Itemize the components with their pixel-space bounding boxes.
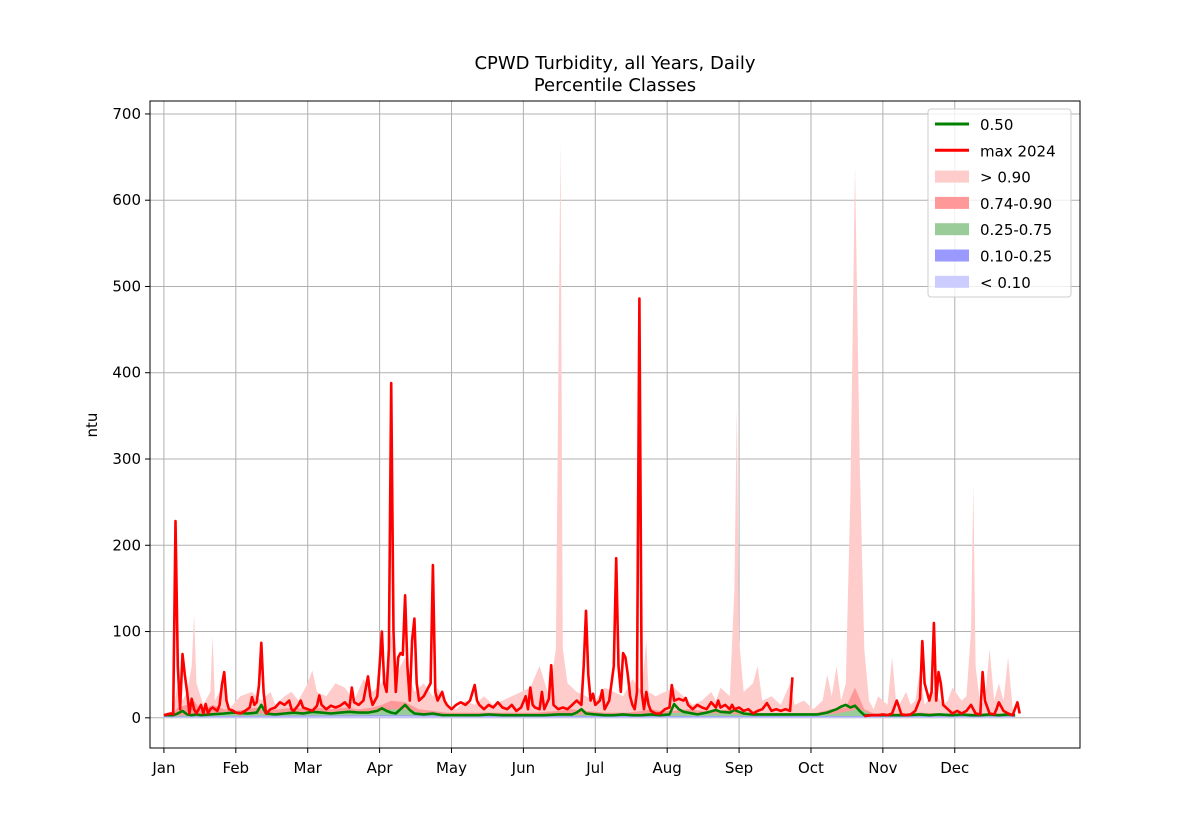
legend-swatch: [935, 196, 969, 209]
legend-label: 0.74-0.90: [980, 195, 1052, 213]
y-tick-label: 100: [112, 623, 141, 641]
legend-label: 0.10-0.25: [980, 248, 1052, 266]
legend: 0.50 max 2024 > 0.90 0.74-0.90 0.25-0.75 0.10…: [927, 108, 1072, 298]
chart-subtitle: Percentile Classes: [534, 75, 696, 96]
y-tick-label: 500: [112, 277, 141, 295]
x-tick-label: Mar: [294, 759, 323, 777]
y-axis-label: ntu: [83, 413, 101, 438]
legend-swatch: [935, 275, 969, 288]
y-tick-label: 200: [112, 536, 141, 554]
legend-label: < 0.10: [980, 274, 1031, 292]
x-tick-label: Apr: [367, 759, 394, 777]
legend-label: 0.50: [980, 116, 1013, 134]
x-tick-label: Nov: [868, 759, 897, 777]
chart-title: CPWD Turbidity, all Years, Daily: [474, 53, 755, 74]
area-0-10: [163, 716, 1016, 718]
y-tick-label: 400: [112, 364, 141, 382]
legend-label: 0.25-0.75: [980, 221, 1052, 239]
legend-swatch: [935, 249, 969, 262]
line-max-2024: [163, 297, 794, 717]
plot-frame: [149, 100, 1081, 749]
y-tick-label: 600: [112, 191, 141, 209]
line-max-2024-segment: [864, 621, 1021, 718]
y-tick-label: 0: [131, 709, 141, 727]
legend-label: > 0.90: [980, 169, 1031, 187]
legend-label: max 2024: [980, 142, 1056, 160]
line-0-50: [163, 702, 1016, 717]
x-tick-label: May: [436, 759, 467, 777]
x-tick-label: Sep: [725, 759, 753, 777]
axis-ticks: Jan Feb Mar Apr May Jun Jul Aug Sep Oct Nov Dec 0 100…: [112, 105, 969, 777]
x-tick-label: Oct: [798, 759, 824, 777]
x-tick-label: Jan: [151, 759, 175, 777]
x-tick-label: Feb: [223, 759, 250, 777]
legend-swatch: [935, 223, 969, 236]
x-tick-label: Dec: [940, 759, 969, 777]
legend-swatch: [935, 170, 969, 183]
series-lines: [163, 297, 1021, 718]
x-tick-label: Jul: [585, 759, 604, 777]
x-tick-label: Aug: [653, 759, 682, 777]
y-tick-label: 700: [112, 105, 141, 123]
y-tick-label: 300: [112, 450, 141, 468]
x-tick-label: Jun: [511, 759, 535, 777]
